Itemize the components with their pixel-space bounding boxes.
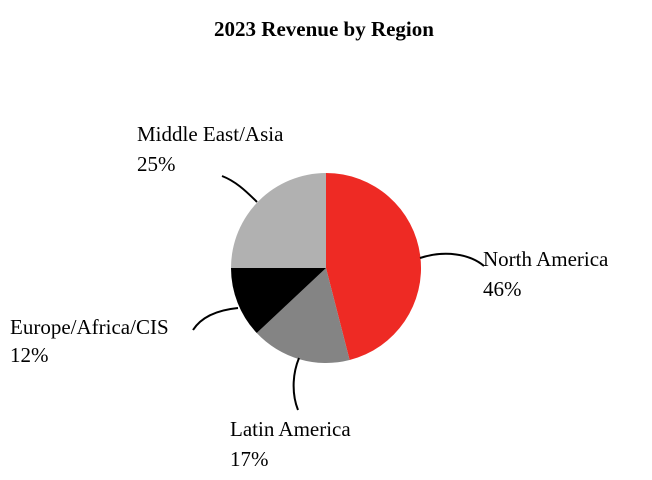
- label-latin-america-name: Latin America: [230, 417, 351, 441]
- leader-line-europe-africa-cis: [192, 307, 239, 331]
- leader-line-latin-america: [292, 357, 300, 411]
- label-north-america-pct: 46%: [483, 277, 522, 301]
- chart-title: 2023 Revenue by Region: [214, 17, 434, 41]
- label-europe-africa-cis: Europe/Africa/CIS 12%: [10, 315, 174, 367]
- label-middle-east-asia-name: Middle East/Asia: [137, 122, 284, 146]
- label-latin-america-pct: 17%: [230, 447, 269, 471]
- label-latin-america: Latin America 17%: [230, 417, 356, 471]
- label-europe-africa-cis-name: Europe/Africa/CIS: [10, 315, 169, 339]
- label-europe-africa-cis-pct: 12%: [10, 343, 49, 367]
- pie-slice-north-america: [326, 173, 422, 361]
- pie-slice-europe-africa-cis: [231, 268, 326, 334]
- pie-slice-middle-east-asia: [231, 173, 326, 268]
- pie-slices: [231, 173, 422, 364]
- leader-line-middle-east-asia: [221, 175, 258, 203]
- label-north-america-name: North America: [483, 247, 609, 271]
- leader-lines: [192, 175, 485, 411]
- label-middle-east-asia-pct: 25%: [137, 152, 176, 176]
- label-middle-east-asia: Middle East/Asia 25%: [137, 122, 289, 176]
- slice-labels: North America 46% Latin America 17% Euro…: [10, 122, 614, 471]
- pie-slice-latin-america: [256, 268, 350, 364]
- leader-line-north-america: [419, 252, 485, 267]
- label-north-america: North America 46%: [483, 247, 614, 301]
